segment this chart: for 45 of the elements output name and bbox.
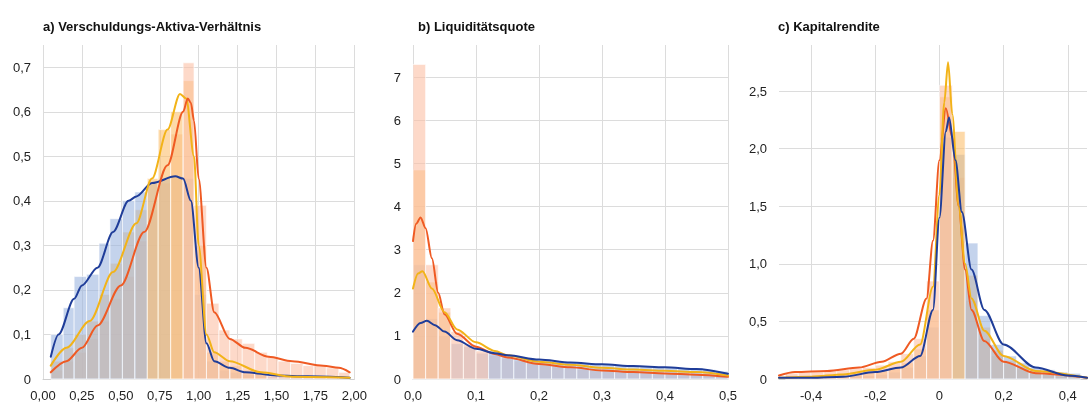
x-tick-label: 0,50	[108, 388, 134, 403]
x-tick-label: 0,4	[1058, 388, 1077, 403]
y-tick-label: 4	[393, 199, 401, 215]
y-tick-label: 2	[393, 285, 401, 301]
x-tick-label: 0,5	[718, 388, 737, 403]
y-tick-label: 0,7	[12, 59, 31, 75]
y-tick-label: 0,4	[12, 193, 31, 209]
x-tick-label: 1,75	[302, 388, 329, 403]
x-tick-label: 0,75	[147, 388, 173, 403]
y-tick-label: 0	[23, 371, 31, 387]
x-tick-label: 2,00	[341, 388, 368, 403]
y-tick-label: 3	[393, 242, 401, 258]
y-tick-label: 0,5	[12, 148, 31, 164]
x-tick-label: -0,2	[864, 388, 887, 403]
chart-title: b) Liquiditätsquote	[418, 19, 535, 34]
x-tick-label: 0,2	[994, 388, 1013, 403]
y-tick-label: 0,3	[12, 237, 31, 253]
y-tick-label: 1,5	[748, 198, 767, 214]
x-tick-label: 0,25	[69, 388, 95, 403]
x-tick-label: 0,2	[529, 388, 549, 403]
y-tick-label: 0,6	[12, 104, 31, 120]
x-tick-label: -0,4	[799, 388, 823, 403]
x-tick-label: 1,25	[224, 388, 251, 403]
y-tick-label: 0	[759, 371, 767, 387]
y-tick-label: 1	[393, 328, 401, 344]
chart-title: c) Kapitalrendite	[778, 19, 880, 34]
y-tick-label: 0,5	[748, 313, 767, 329]
x-tick-label: 0,3	[592, 388, 612, 403]
y-tick-label: 0,1	[12, 326, 31, 342]
y-tick-label: 2,0	[748, 141, 767, 157]
y-tick-label: 0	[393, 371, 401, 387]
chart-title: a) Verschuldungs-Aktiva-Verhältnis	[43, 19, 262, 34]
y-tick-label: 5	[393, 156, 401, 172]
y-tick-label: 6	[393, 112, 401, 128]
y-tick-label: 7	[393, 69, 401, 85]
x-tick-label: 0,1	[466, 388, 486, 403]
x-tick-label: 1,00	[186, 388, 212, 403]
y-tick-label: 1,0	[748, 256, 767, 272]
x-tick-label: 0,0	[403, 388, 423, 403]
x-tick-label: 0,00	[30, 388, 56, 403]
y-tick-label: 2,5	[748, 83, 767, 99]
y-tick-label: 0,2	[12, 282, 31, 298]
x-tick-label: 1,50	[263, 388, 290, 403]
x-tick-label: 0,4	[655, 388, 675, 403]
x-tick-label: 0	[935, 388, 944, 403]
